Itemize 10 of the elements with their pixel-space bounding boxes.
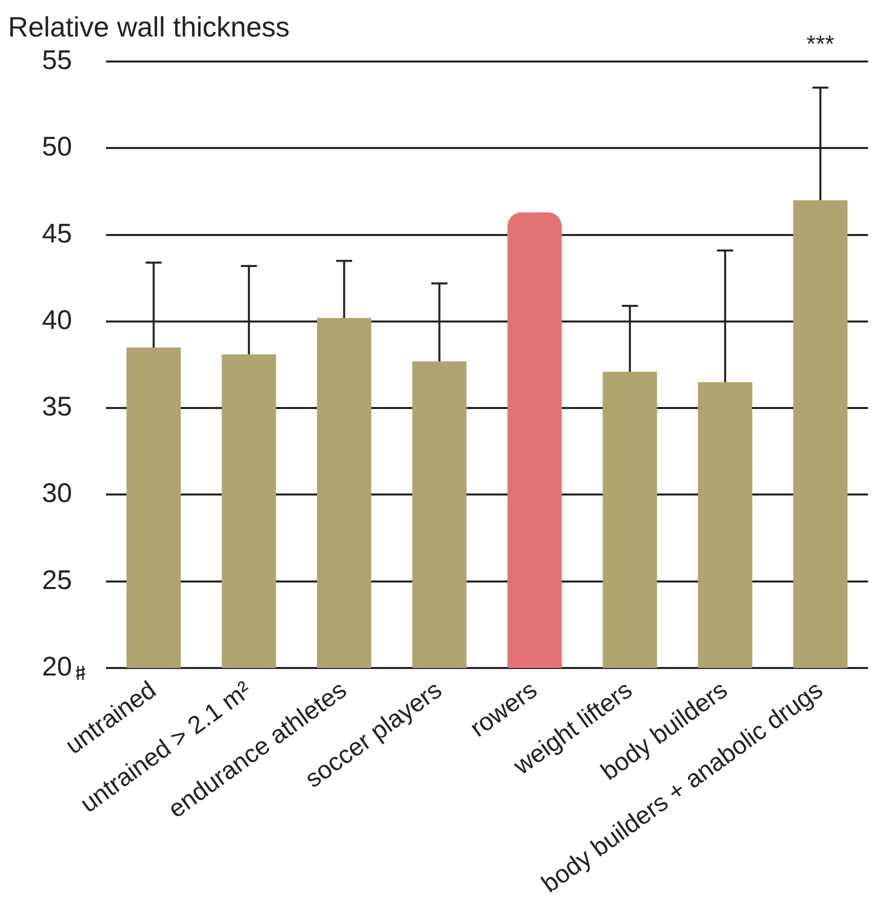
y-tick-label: 50 <box>42 132 72 162</box>
text: *** <box>806 31 834 58</box>
y-tick-label: 45 <box>42 218 72 248</box>
y-tick-label: 55 <box>42 45 72 76</box>
y-tick-label: 20 <box>42 651 72 682</box>
y-tick-label: 30 <box>42 478 72 508</box>
y-axis-title: Relative wall thickness <box>8 12 290 43</box>
y-tick-label: 40 <box>42 304 72 335</box>
y-tick-label: 25 <box>42 564 72 595</box>
y-tick-label: 35 <box>42 392 72 422</box>
